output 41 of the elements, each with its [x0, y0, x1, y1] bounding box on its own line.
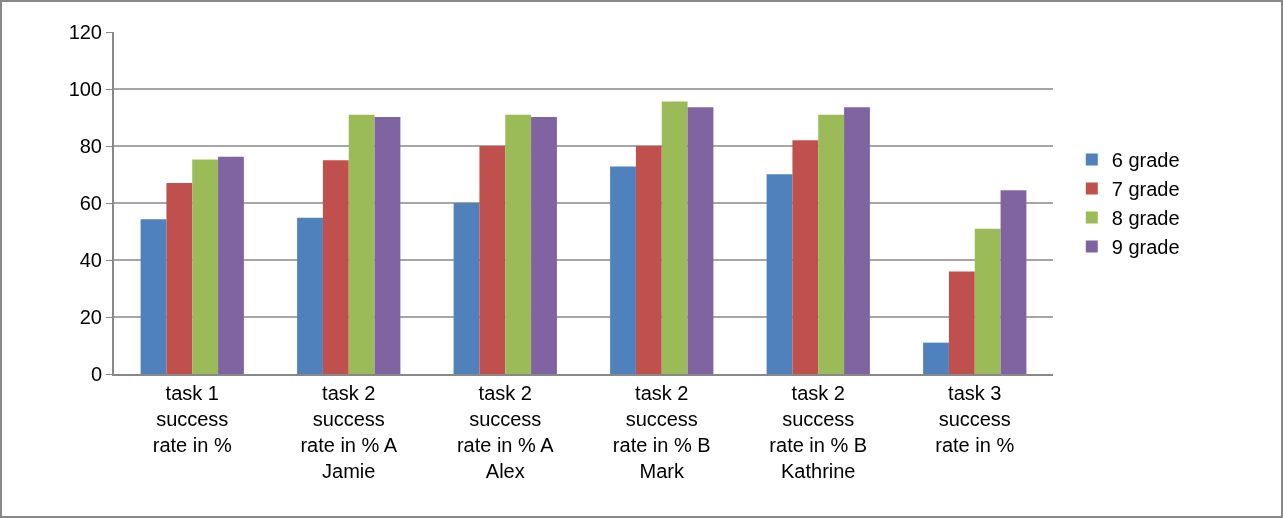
bar — [348, 114, 375, 374]
y-tick-label: 80 — [79, 135, 102, 157]
legend-label: 8 grade — [1111, 207, 1180, 230]
legend-label: 6 grade — [1111, 149, 1180, 172]
bar — [505, 114, 532, 374]
bar — [218, 156, 244, 374]
bar — [453, 203, 480, 374]
x-tick-label: task 1 success rate in % — [152, 382, 232, 456]
y-tick-label: 100 — [68, 78, 102, 100]
bar — [974, 228, 1001, 374]
bar — [844, 107, 870, 374]
bar — [1000, 190, 1027, 374]
y-tick-label: 20 — [79, 306, 102, 328]
bar — [322, 160, 349, 374]
legend-label: 7 grade — [1111, 178, 1180, 201]
bar — [479, 146, 506, 374]
bar — [792, 140, 819, 374]
legend-label: 9 grade — [1111, 236, 1180, 259]
bar — [818, 114, 845, 374]
bar — [661, 101, 688, 374]
bar — [297, 217, 323, 374]
y-tick-label: 0 — [90, 363, 102, 385]
bar — [923, 342, 949, 374]
bar — [948, 271, 975, 374]
bar — [192, 159, 219, 374]
x-tick-label: task 3 success rate in % — [935, 382, 1015, 456]
y-tick-label: 120 — [68, 21, 102, 43]
bar — [610, 166, 636, 374]
bar — [140, 219, 167, 374]
bar — [374, 116, 401, 374]
y-tick-label: 60 — [79, 192, 102, 214]
x-tick-label: task 2 success rate in % B Mark — [612, 382, 711, 482]
y-tick-label: 40 — [79, 249, 102, 271]
x-tick-label: task 2 success rate in % A Jamie — [300, 382, 398, 482]
x-tick-label: task 2 success rate in % A Alex — [456, 382, 555, 482]
bar — [766, 174, 793, 374]
bar — [687, 107, 714, 374]
bar — [531, 116, 557, 374]
bar — [635, 146, 662, 374]
x-tick-label: task 2 success rate in % B Kathrine — [769, 382, 868, 482]
bar — [166, 183, 193, 374]
